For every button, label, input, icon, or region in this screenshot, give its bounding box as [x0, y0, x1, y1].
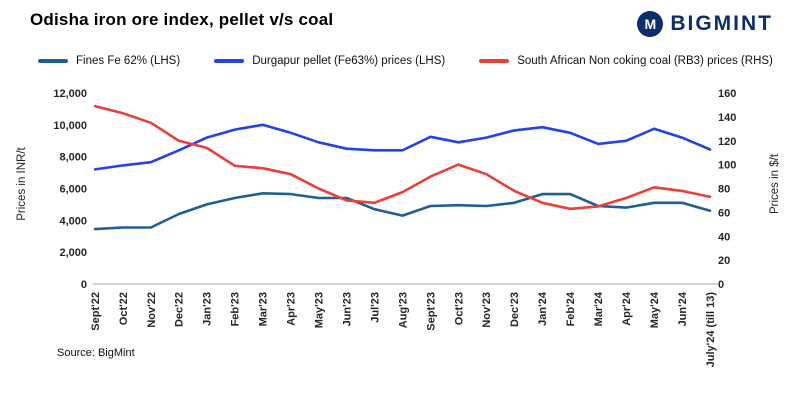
- header: Odisha iron ore index, pellet v/s coal M…: [30, 10, 773, 37]
- legend-item-coal: South African Non coking coal (RB3) pric…: [479, 55, 773, 67]
- legend-swatch-coal: [479, 59, 510, 63]
- legend-label-fines: Fines Fe 62% (LHS): [76, 55, 181, 67]
- page-title: Odisha iron ore index, pellet v/s coal: [30, 10, 334, 29]
- svg-text:Feb'23: Feb'23: [230, 292, 242, 326]
- svg-text:40: 40: [718, 231, 730, 243]
- svg-text:20: 20: [718, 255, 730, 267]
- svg-text:Aug'23: Aug'23: [397, 292, 409, 328]
- svg-text:80: 80: [718, 184, 730, 196]
- chart-area: Prices in INR/t Prices in $/t 0 2,000 4,00…: [0, 78, 799, 396]
- svg-text:10,000: 10,000: [53, 120, 87, 132]
- svg-text:Feb'24: Feb'24: [565, 291, 577, 326]
- svg-text:0: 0: [718, 279, 724, 291]
- legend-swatch-pellet: [214, 59, 245, 63]
- legend-item-pellet: Durgapur pellet (Fe63%) prices (LHS): [214, 55, 445, 67]
- svg-text:Jun'24: Jun'24: [677, 291, 689, 326]
- bigmint-wordmark: BIGMINT: [670, 12, 773, 35]
- right-axis-title: Prices in $/t: [769, 153, 781, 215]
- chart-svg: 0 2,000 4,000 6,000 8,000 10,000 12,000 0 20 40 60…: [53, 88, 736, 368]
- svg-text:4,000: 4,000: [59, 215, 87, 227]
- svg-text:120: 120: [718, 136, 736, 148]
- svg-text:Mar'24: Mar'24: [593, 291, 605, 326]
- source-note: Source: BigMint: [57, 347, 135, 359]
- bigmint-logo-icon: M: [637, 11, 664, 37]
- legend-label-pellet: Durgapur pellet (Fe63%) prices (LHS): [252, 55, 446, 67]
- svg-text:Sept'23: Sept'23: [425, 292, 437, 331]
- left-axis-title: Prices in INR/t: [16, 147, 28, 221]
- svg-text:Jan'24: Jan'24: [537, 291, 549, 326]
- svg-text:2,000: 2,000: [59, 247, 87, 259]
- svg-text:May'23: May'23: [313, 292, 325, 328]
- svg-text:60: 60: [718, 207, 730, 219]
- svg-text:12,000: 12,000: [53, 88, 87, 100]
- svg-text:Oct'23: Oct'23: [453, 292, 465, 325]
- svg-text:Nov'22: Nov'22: [146, 292, 158, 328]
- bigmint-logo: M BIGMINT: [637, 11, 773, 37]
- svg-text:Jul'23: Jul'23: [369, 292, 381, 323]
- svg-text:0: 0: [81, 279, 87, 291]
- svg-text:Apr'24: Apr'24: [621, 291, 633, 326]
- svg-text:Nov'23: Nov'23: [481, 292, 493, 328]
- svg-text:Dec'23: Dec'23: [509, 292, 521, 327]
- chart-legend: Fines Fe 62% (LHS) Durgapur pellet (Fe63…: [38, 55, 773, 67]
- svg-text:Dec'22: Dec'22: [174, 292, 186, 327]
- legend-item-fines: Fines Fe 62% (LHS): [38, 55, 180, 67]
- svg-text:May'24: May'24: [649, 291, 661, 328]
- svg-text:6,000: 6,000: [59, 184, 87, 196]
- svg-text:Sept'22: Sept'22: [90, 292, 102, 331]
- legend-swatch-fines: [38, 59, 68, 63]
- svg-text:Mar'23: Mar'23: [258, 292, 270, 326]
- svg-text:Apr'23: Apr'23: [286, 292, 298, 326]
- svg-text:8,000: 8,000: [59, 152, 87, 164]
- svg-text:Jan'23: Jan'23: [202, 292, 214, 326]
- svg-text:July'24 (till 13): July'24 (till 13): [705, 292, 717, 368]
- svg-text:100: 100: [718, 160, 736, 172]
- svg-text:140: 140: [718, 112, 736, 124]
- svg-text:160: 160: [718, 88, 736, 100]
- legend-label-coal: South African Non coking coal (RB3) pric…: [517, 55, 773, 67]
- svg-text:Oct'22: Oct'22: [118, 292, 130, 325]
- svg-text:Jun'23: Jun'23: [341, 292, 353, 326]
